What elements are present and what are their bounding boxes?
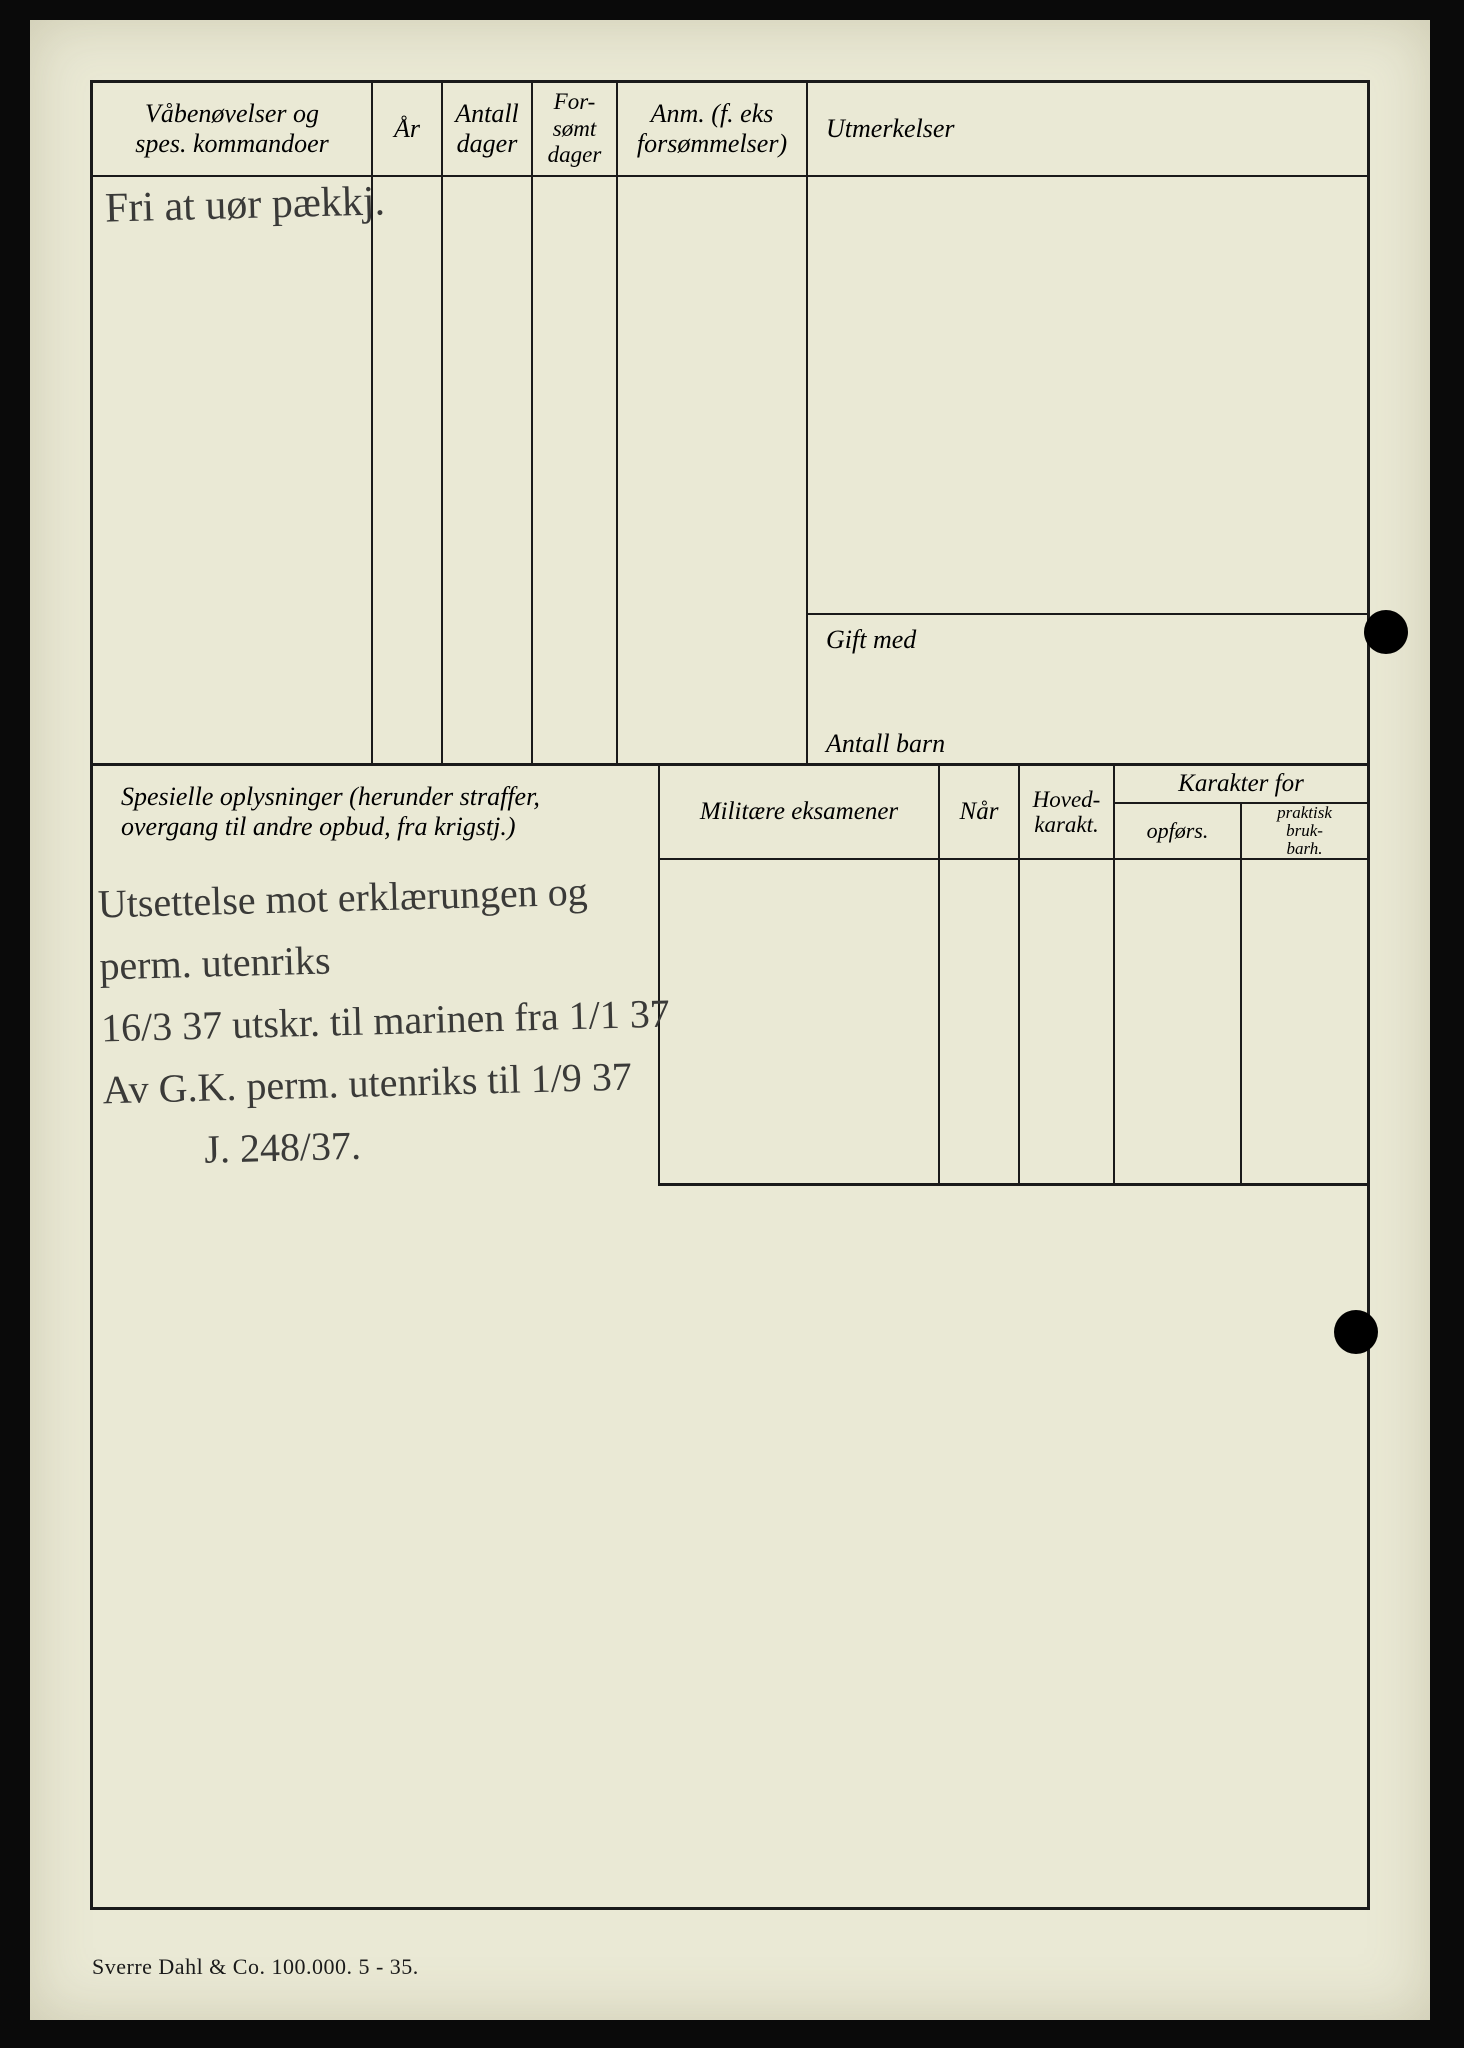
punch-hole (1364, 610, 1408, 654)
gift-med-label: Gift med (826, 625, 916, 654)
header-text: sømt (553, 116, 596, 142)
col-opfors: opførs. (1115, 804, 1242, 858)
col-karakter-for: Karakter for opførs. praktisk bruk- barh… (1115, 766, 1367, 858)
header-text: Spesielle oplysninger (herunder straffer… (121, 782, 540, 812)
header-text: For- (554, 89, 596, 115)
header-text: År (394, 114, 420, 144)
header-text: opførs. (1147, 819, 1209, 843)
antall-barn-label: Antall barn (826, 729, 945, 759)
handwritten-spesielle: Utsettelse mot erklærungen og perm. uten… (97, 859, 674, 1184)
cell-antall-dager (443, 177, 533, 765)
col-vabenovelser: Våbenøvelser og spes. kommandoer (93, 83, 373, 175)
printer-imprint: Sverre Dahl & Co. 100.000. 5 - 35. (92, 1954, 419, 1980)
col-forsomt-dager: For- sømt dager (533, 83, 618, 175)
col-militare-eksamener: Militære eksamener (660, 766, 940, 858)
handwritten-top: Fri at uør pækkj. (104, 177, 385, 232)
cell-gift-med: Gift med Antall barn (808, 613, 1367, 765)
col-anm: Anm. (f. eks forsømmelser) (618, 83, 808, 175)
header-text: spes. kommandoer (135, 129, 329, 159)
cell-forsomt-dager (533, 177, 618, 765)
top-section: Våbenøvelser og spes. kommandoer År Anta… (93, 83, 1367, 766)
header-text: Våbenøvelser og (145, 99, 319, 129)
col-ar: År (373, 83, 443, 175)
header-text: forsømmelser) (637, 129, 787, 159)
eksamen-body (660, 860, 1367, 1183)
karakter-for-label: Karakter for (1115, 766, 1367, 804)
col-praktisk: praktisk bruk- barh. (1242, 804, 1367, 858)
cell-ar (373, 177, 443, 765)
middle-section: Spesielle oplysninger (herunder straffer… (93, 766, 1367, 1186)
header-text: Hoved- (1033, 787, 1101, 812)
spesielle-header: Spesielle oplysninger (herunder straffer… (93, 766, 658, 858)
header-text: Antall (455, 99, 519, 129)
cell-militare-eksamener (660, 860, 940, 1183)
form-frame: Våbenøvelser og spes. kommandoer År Anta… (90, 80, 1370, 1910)
cell-hovedkarakt (1020, 860, 1115, 1183)
cell-nar (940, 860, 1020, 1183)
cell-anm (618, 177, 808, 765)
top-body: Gift med Antall barn (93, 177, 1367, 765)
col-utmerkelser: Utmerkelser (808, 83, 1367, 175)
spesielle-oplysninger: Spesielle oplysninger (herunder straffer… (93, 766, 658, 1186)
header-text: karakt. (1034, 812, 1099, 837)
cell-opfors (1115, 860, 1242, 1183)
header-text: overgang til andre opbud, fra krigstj.) (121, 812, 540, 842)
paper-sheet: Våbenøvelser og spes. kommandoer År Anta… (30, 20, 1430, 2020)
header-text: Utmerkelser (826, 114, 955, 144)
col-hovedkarakt: Hoved- karakt. (1020, 766, 1115, 858)
militare-eksamener-table: Militære eksamener Når Hoved- karakt. Ka… (658, 766, 1367, 1186)
header-text: dager (457, 129, 518, 159)
cell-praktisk (1242, 860, 1367, 1183)
header-text: barh. (1277, 840, 1332, 858)
header-text: dager (548, 142, 602, 168)
header-text: Militære eksamener (700, 798, 898, 826)
cell-right-stack: Gift med Antall barn (808, 177, 1367, 765)
cell-vabenovelser (93, 177, 373, 765)
karakter-for-subrow: opførs. praktisk bruk- barh. (1115, 804, 1367, 858)
header-text: Karakter for (1178, 770, 1304, 798)
eksamen-header-row: Militære eksamener Når Hoved- karakt. Ka… (660, 766, 1367, 860)
punch-hole (1334, 1310, 1378, 1354)
col-antall-dager: Antall dager (443, 83, 533, 175)
header-text: Anm. (f. eks (651, 99, 774, 129)
cell-utmerkelser (808, 177, 1367, 613)
top-header-row: Våbenøvelser og spes. kommandoer År Anta… (93, 83, 1367, 177)
header-text: praktisk (1277, 804, 1332, 822)
col-nar: Når (940, 766, 1020, 858)
header-text: Når (960, 798, 999, 826)
header-text: bruk- (1277, 822, 1332, 840)
